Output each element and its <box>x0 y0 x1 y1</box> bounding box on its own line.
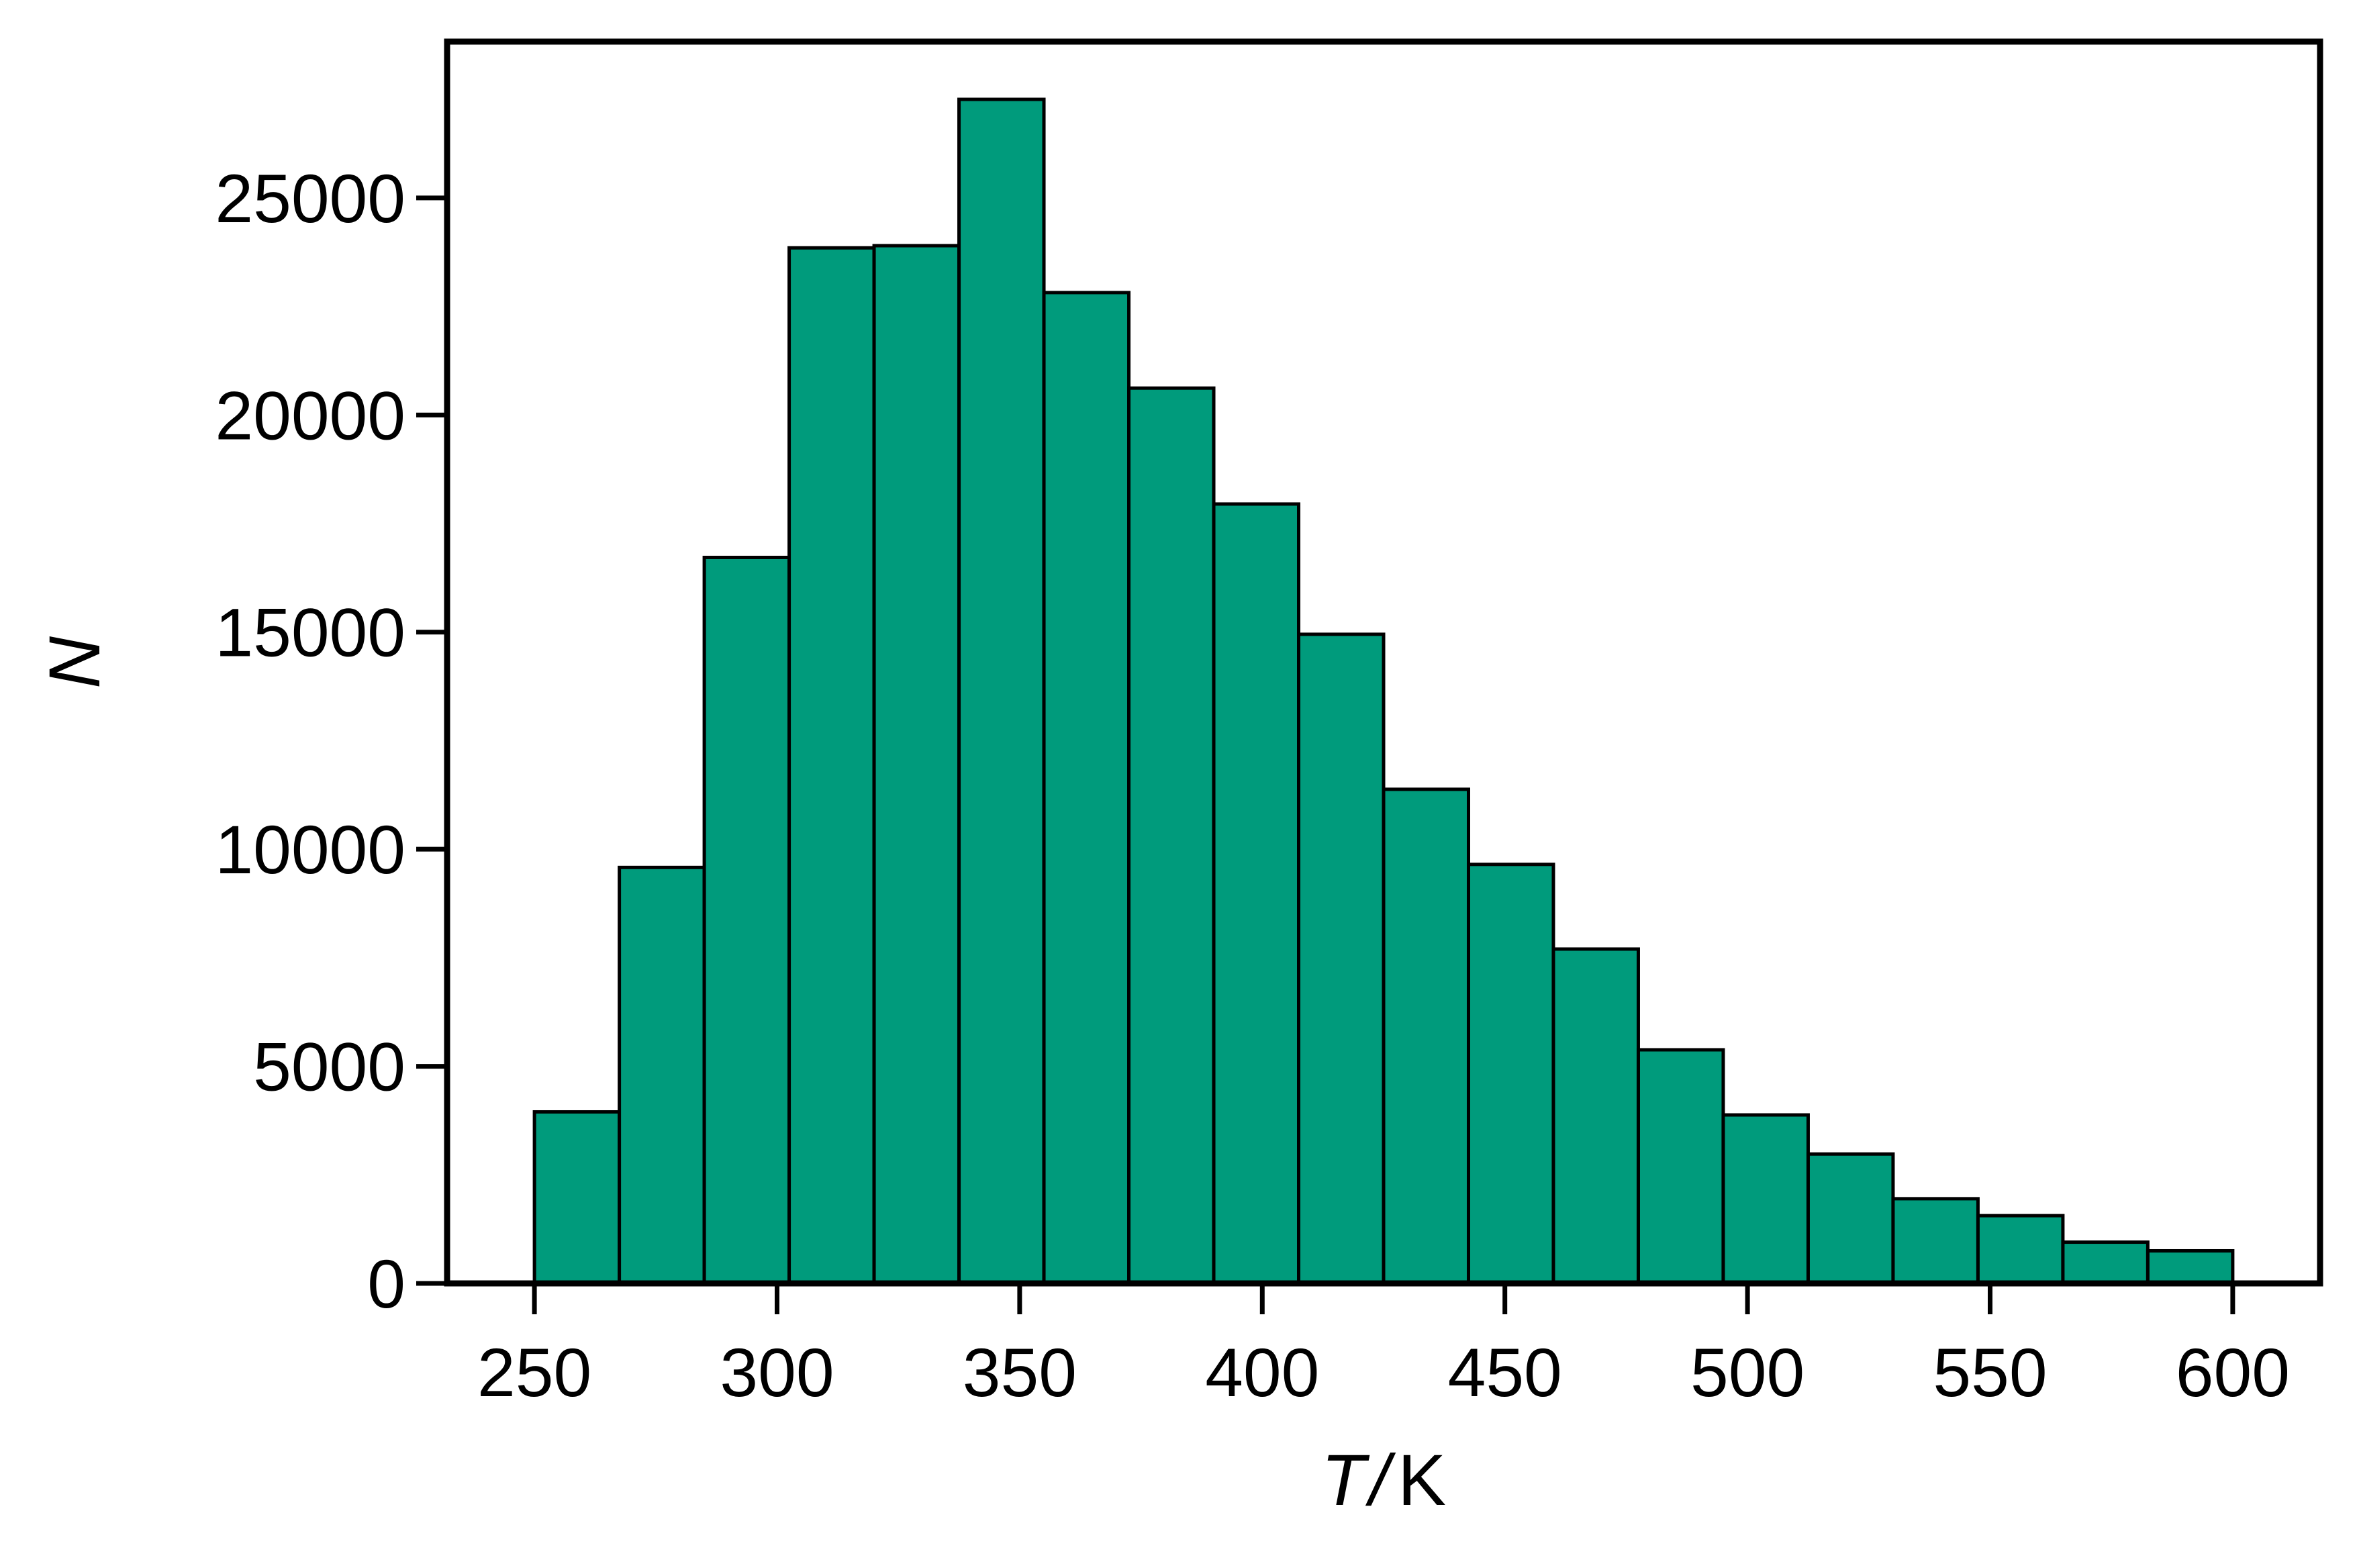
x-tick-label: 350 <box>963 1334 1077 1411</box>
histogram-bar <box>532 1110 622 1285</box>
x-axis-ticks: 250 300 350 400 450 500 550 600 <box>477 1283 2290 1411</box>
histogram-bar <box>1212 502 1301 1285</box>
histogram-bar <box>1891 1197 1980 1285</box>
y-tick-label: 10000 <box>215 812 405 888</box>
histogram-bar <box>1042 291 1131 1285</box>
histogram-bar <box>1636 1048 1725 1285</box>
y-axis-ticks: 0 5000 10000 15000 20000 25000 <box>215 160 447 1322</box>
x-tick-label: 250 <box>477 1334 591 1411</box>
y-tick-label: 20000 <box>215 377 405 454</box>
histogram-bar <box>1806 1152 1895 1285</box>
y-tick-label: 15000 <box>215 595 405 671</box>
x-axis-variable: T <box>1321 1439 1370 1520</box>
histogram-bar <box>2146 1248 2235 1285</box>
x-tick-label: 500 <box>1690 1334 1804 1411</box>
histogram-bar <box>787 246 876 1285</box>
histogram-bars <box>532 97 2235 1285</box>
histogram-bar <box>702 555 791 1285</box>
histogram-bar <box>1721 1113 1810 1285</box>
histogram-bar <box>957 97 1046 1285</box>
x-axis-label: T/K <box>1321 1439 1446 1520</box>
x-axis-separator: / <box>1365 1439 1396 1520</box>
y-tick-label: 25000 <box>215 160 405 237</box>
x-axis-unit: K <box>1398 1439 1446 1520</box>
x-tick-label: 300 <box>720 1334 834 1411</box>
histogram-bar <box>1976 1214 2065 1285</box>
histogram-bar <box>1127 386 1216 1285</box>
histogram-bar <box>872 244 961 1285</box>
plot-frame <box>444 38 2323 1287</box>
histogram-bar <box>1297 632 1386 1285</box>
histogram-bar <box>1466 863 1555 1285</box>
x-tick-label: 450 <box>1448 1334 1562 1411</box>
histogram-bar <box>1382 787 1470 1285</box>
histogram-bar <box>618 865 706 1285</box>
x-tick-label: 600 <box>2176 1334 2290 1411</box>
y-tick-label: 5000 <box>253 1029 405 1106</box>
y-axis-label: N <box>34 636 115 689</box>
x-tick-label: 550 <box>1933 1334 2047 1411</box>
x-tick-label: 400 <box>1205 1334 1319 1411</box>
histogram-bar <box>1551 947 1640 1285</box>
y-tick-label: 0 <box>367 1246 405 1322</box>
histogram-bar <box>2061 1240 2150 1285</box>
